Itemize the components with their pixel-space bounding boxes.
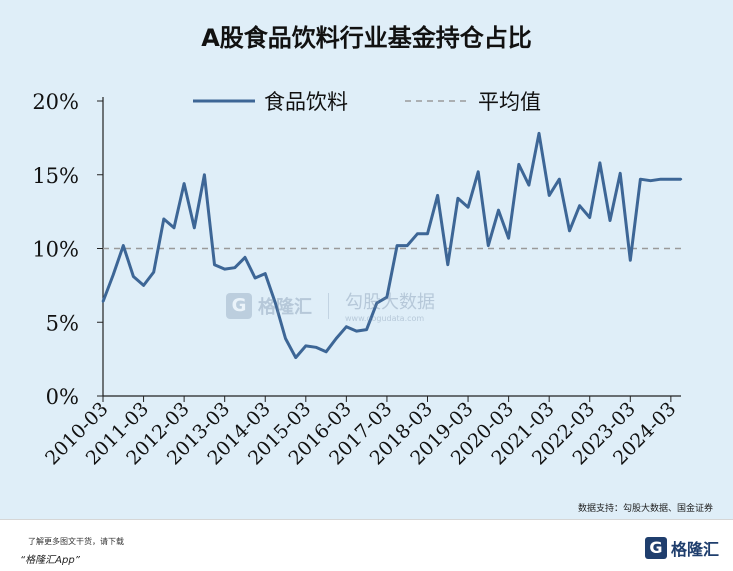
data-point [608, 219, 612, 222]
data-point [649, 179, 652, 182]
data-point [517, 163, 520, 166]
data-point [588, 216, 591, 219]
data-point [355, 329, 358, 333]
data-point [294, 356, 297, 359]
gelonghui-logo-icon: G [644, 537, 667, 559]
data-point [111, 273, 115, 277]
data-point [416, 232, 419, 235]
data-point [132, 275, 135, 278]
data-point [375, 301, 378, 305]
data-point [639, 177, 642, 181]
data-point [152, 270, 155, 274]
data-point [345, 325, 348, 328]
data-source: 数据支持：勾股大数据、国金证券 [577, 504, 713, 514]
data-point [659, 177, 662, 181]
data-point [233, 266, 237, 269]
y-tick-label: 10% [32, 238, 79, 262]
footer-tip: 了解更多图文干货，请下载 [28, 537, 124, 546]
data-point [172, 226, 176, 230]
series-line-food-beverage [101, 131, 681, 360]
data-point [314, 346, 318, 349]
y-tick-label: 5% [46, 311, 79, 335]
data-point [243, 256, 247, 259]
data-point [395, 244, 399, 247]
data-point [284, 337, 287, 340]
data-point [679, 177, 683, 181]
y-tick-label: 15% [32, 164, 79, 188]
data-point [466, 206, 470, 209]
data-point [193, 226, 196, 230]
data-point [182, 182, 186, 185]
data-point [142, 284, 145, 287]
data-point [598, 161, 602, 165]
data-point [304, 344, 308, 348]
data-point [618, 172, 622, 175]
data-point [446, 263, 449, 266]
data-point [629, 259, 632, 262]
line-chart: 0%5%10%15%20%2010-032011-032012-032013-0… [32, 90, 683, 469]
footer-bar [0, 519, 733, 571]
data-point [385, 295, 389, 299]
data-point [527, 183, 531, 187]
data-point [537, 132, 541, 135]
legend-label-food-beverage: 食品饮料 [264, 90, 348, 114]
data-point [162, 217, 166, 221]
data-point [253, 276, 257, 280]
data-point [406, 244, 409, 247]
data-point [476, 170, 480, 173]
chart-title: A股食品饮料行业基金持仓占比 [201, 24, 532, 52]
data-point [487, 244, 490, 247]
data-point [274, 301, 277, 305]
footer-logo-text: 格隆汇 [670, 540, 719, 559]
data-point [669, 177, 673, 181]
data-point [497, 208, 500, 212]
data-point [365, 328, 368, 331]
data-point [101, 300, 105, 303]
data-point [436, 194, 439, 197]
data-point [264, 272, 267, 275]
data-point [122, 244, 125, 247]
data-point [507, 236, 510, 240]
data-point [335, 337, 338, 340]
data-point [426, 232, 429, 235]
data-point [568, 229, 571, 232]
data-point [558, 177, 561, 181]
data-point [456, 197, 460, 200]
data-point [547, 194, 551, 197]
y-tick-label: 20% [32, 90, 79, 114]
data-point [324, 350, 328, 353]
footer-divider [0, 519, 733, 520]
footer-app-name: “格隆汇App” [20, 555, 80, 566]
data-point [223, 267, 226, 271]
y-tick-label: 0% [46, 385, 79, 409]
footer-logo[interactable]: G 格隆汇 [644, 535, 719, 561]
legend-label-average: 平均值 [478, 90, 541, 114]
data-point [578, 204, 581, 207]
data-point [203, 173, 206, 176]
data-point [213, 263, 216, 266]
